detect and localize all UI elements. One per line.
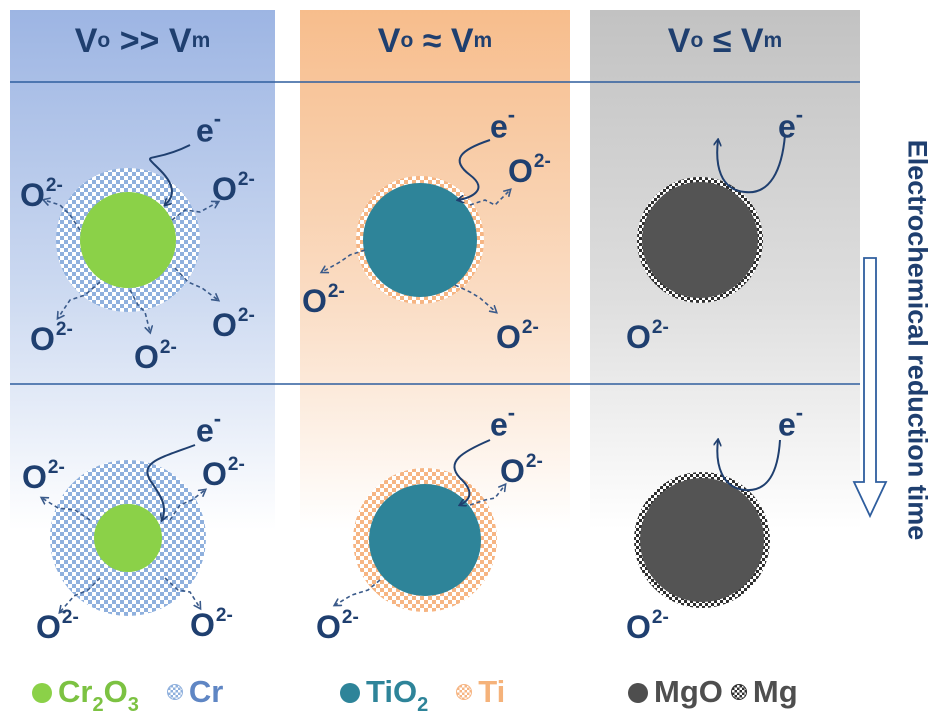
electron-label: e- bbox=[490, 102, 516, 145]
legend-metal-label: Mg bbox=[752, 674, 798, 709]
time-arrow bbox=[852, 257, 888, 519]
oxide-path bbox=[164, 577, 200, 608]
legend-oxide-label: TiO2 bbox=[366, 674, 429, 716]
legend-cr: Cr2O3 Cr bbox=[32, 674, 223, 717]
oxide-ion-label: O2- bbox=[22, 457, 65, 496]
mgo-core-top bbox=[642, 182, 758, 298]
electron-label: e- bbox=[778, 400, 804, 443]
oxide-ion-label: O2- bbox=[500, 451, 543, 490]
oxide-ion-label: O2- bbox=[496, 317, 539, 356]
oxide-ion-label: O2- bbox=[202, 454, 245, 493]
oxide-path bbox=[171, 202, 218, 221]
oxide-path bbox=[469, 190, 510, 206]
cr2o3-core-bottom bbox=[94, 504, 162, 572]
oxide-path bbox=[60, 577, 101, 612]
oxide-path bbox=[58, 281, 101, 318]
oxide-ion-label: O2- bbox=[626, 607, 669, 646]
electron-path bbox=[717, 134, 786, 194]
legend-oxide-label: MgO bbox=[654, 674, 723, 709]
oxide-ion-label: O2- bbox=[302, 281, 345, 320]
legend-metal-label: Cr bbox=[188, 674, 224, 709]
electron-label: e- bbox=[490, 400, 516, 443]
legend-oxide-label: Cr2O3 bbox=[58, 674, 139, 716]
electron-label: e- bbox=[778, 102, 804, 145]
electron-label: e- bbox=[196, 406, 222, 449]
ti-checker-icon bbox=[456, 684, 473, 700]
cr2o3-core-top bbox=[80, 192, 176, 288]
oxide-path bbox=[44, 200, 81, 231]
mgo-core-bottom bbox=[640, 478, 764, 602]
oxide-ion-label: O2- bbox=[212, 305, 255, 344]
oxide-ion-label: O2- bbox=[30, 319, 73, 358]
mgo-dot-icon bbox=[628, 683, 648, 703]
legend-mg: MgO Mg bbox=[628, 674, 798, 710]
oxide-ion-label: O2- bbox=[508, 151, 551, 190]
oxide-path bbox=[454, 284, 496, 312]
cr2o3-dot-icon bbox=[32, 683, 52, 703]
electron-path bbox=[453, 439, 491, 505]
oxide-path bbox=[322, 249, 366, 272]
legend-ti: TiO2 Ti bbox=[340, 674, 505, 717]
oxide-path bbox=[129, 289, 150, 332]
oxide-ion-label: O2- bbox=[190, 605, 233, 644]
oxide-path bbox=[469, 485, 505, 506]
mg-checker-icon bbox=[730, 684, 747, 700]
electron-path bbox=[458, 139, 491, 200]
oxide-ion-label: O2- bbox=[36, 607, 79, 646]
oxide-ion-label: O2- bbox=[316, 607, 359, 646]
electron-label: e- bbox=[196, 106, 222, 149]
oxide-ion-label: O2- bbox=[212, 169, 255, 208]
side-title: Electrochemical reduction time bbox=[902, 139, 933, 541]
tio2-core-bottom bbox=[369, 484, 481, 596]
oxide-path bbox=[335, 579, 381, 605]
oxide-ion-label: O2- bbox=[20, 175, 63, 214]
oxide-ion-label: O2- bbox=[134, 337, 177, 376]
oxide-ion-label: O2- bbox=[626, 317, 669, 356]
oxide-path bbox=[169, 490, 205, 521]
electron-path bbox=[149, 144, 191, 205]
tio2-core-top bbox=[363, 183, 477, 297]
electron-path bbox=[717, 440, 781, 492]
oxide-path bbox=[42, 498, 91, 521]
tio2-dot-icon bbox=[340, 683, 360, 703]
oxide-path bbox=[174, 267, 218, 300]
electron-path bbox=[146, 444, 196, 520]
cr-checker-icon bbox=[166, 684, 183, 700]
legend-metal-label: Ti bbox=[478, 674, 506, 709]
